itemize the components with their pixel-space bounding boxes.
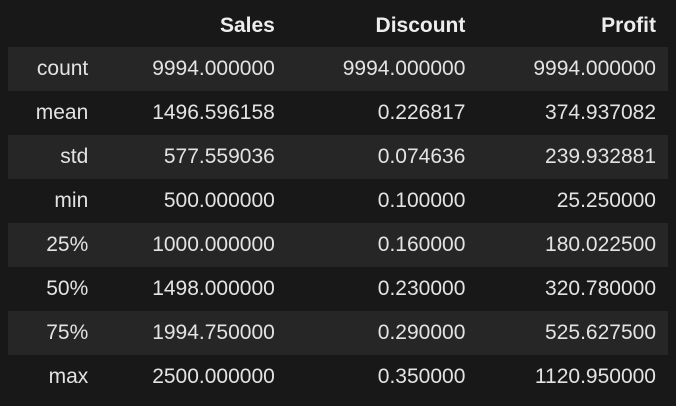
row-label: 50% [46, 277, 89, 300]
cell-sales: 1994.750000 [152, 321, 275, 344]
cell-discount: 0.100000 [377, 189, 466, 212]
cell-profit: 1120.950000 [534, 365, 656, 388]
cell-profit: 525.627500 [545, 321, 656, 344]
table-row: count 9994.000000 9994.000000 9994.00000… [8, 47, 668, 91]
cell-sales: 1496.596158 [152, 101, 275, 124]
cell-profit: 320.780000 [545, 277, 656, 300]
cell-discount: 0.350000 [377, 365, 466, 388]
row-label: count [36, 57, 89, 80]
cell-discount: 0.226817 [377, 101, 466, 124]
cell-profit: 25.250000 [556, 189, 656, 212]
cell-sales: 2500.000000 [152, 365, 275, 388]
header-index [8, 5, 96, 47]
cell-profit: 180.022500 [545, 233, 656, 256]
cell-profit: 9994.000000 [533, 57, 656, 80]
header-profit: Profit [601, 14, 656, 37]
cell-profit: 374.937082 [545, 101, 656, 124]
row-label: std [60, 145, 89, 168]
table-row: 25% 1000.000000 0.160000 180.022500 [8, 223, 668, 267]
header-discount: Discount [375, 14, 466, 37]
cell-discount: 0.074636 [377, 145, 466, 168]
table-row: min 500.000000 0.100000 25.250000 [8, 179, 668, 223]
table-row: 50% 1498.000000 0.230000 320.780000 [8, 267, 668, 311]
cell-discount: 9994.000000 [342, 57, 466, 80]
table-row: mean 1496.596158 0.226817 374.937082 [8, 91, 668, 135]
row-label: mean [35, 101, 89, 124]
cell-sales: 500.000000 [163, 189, 275, 212]
row-label: 75% [46, 321, 89, 344]
table-header-row: Sales Discount Profit [8, 5, 668, 47]
cell-discount: 0.290000 [377, 321, 466, 344]
cell-sales: 1000.000000 [152, 233, 275, 256]
row-label: max [48, 365, 89, 388]
cell-sales: 9994.000000 [152, 57, 275, 80]
row-label: 25% [46, 233, 89, 256]
cell-sales: 577.559036 [163, 145, 275, 168]
row-label: min [54, 189, 89, 212]
cell-sales: 1498.000000 [152, 277, 275, 300]
table-row: 75% 1994.750000 0.290000 525.627500 [8, 311, 668, 355]
describe-table: Sales Discount Profit count 9994.000000 … [8, 5, 668, 399]
cell-discount: 0.160000 [377, 233, 466, 256]
table-row: std 577.559036 0.074636 239.932881 [8, 135, 668, 179]
cell-profit: 239.932881 [545, 145, 656, 168]
cell-discount: 0.230000 [377, 277, 466, 300]
table-row: max 2500.000000 0.350000 1120.950000 [8, 355, 668, 399]
header-sales: Sales [219, 14, 275, 37]
